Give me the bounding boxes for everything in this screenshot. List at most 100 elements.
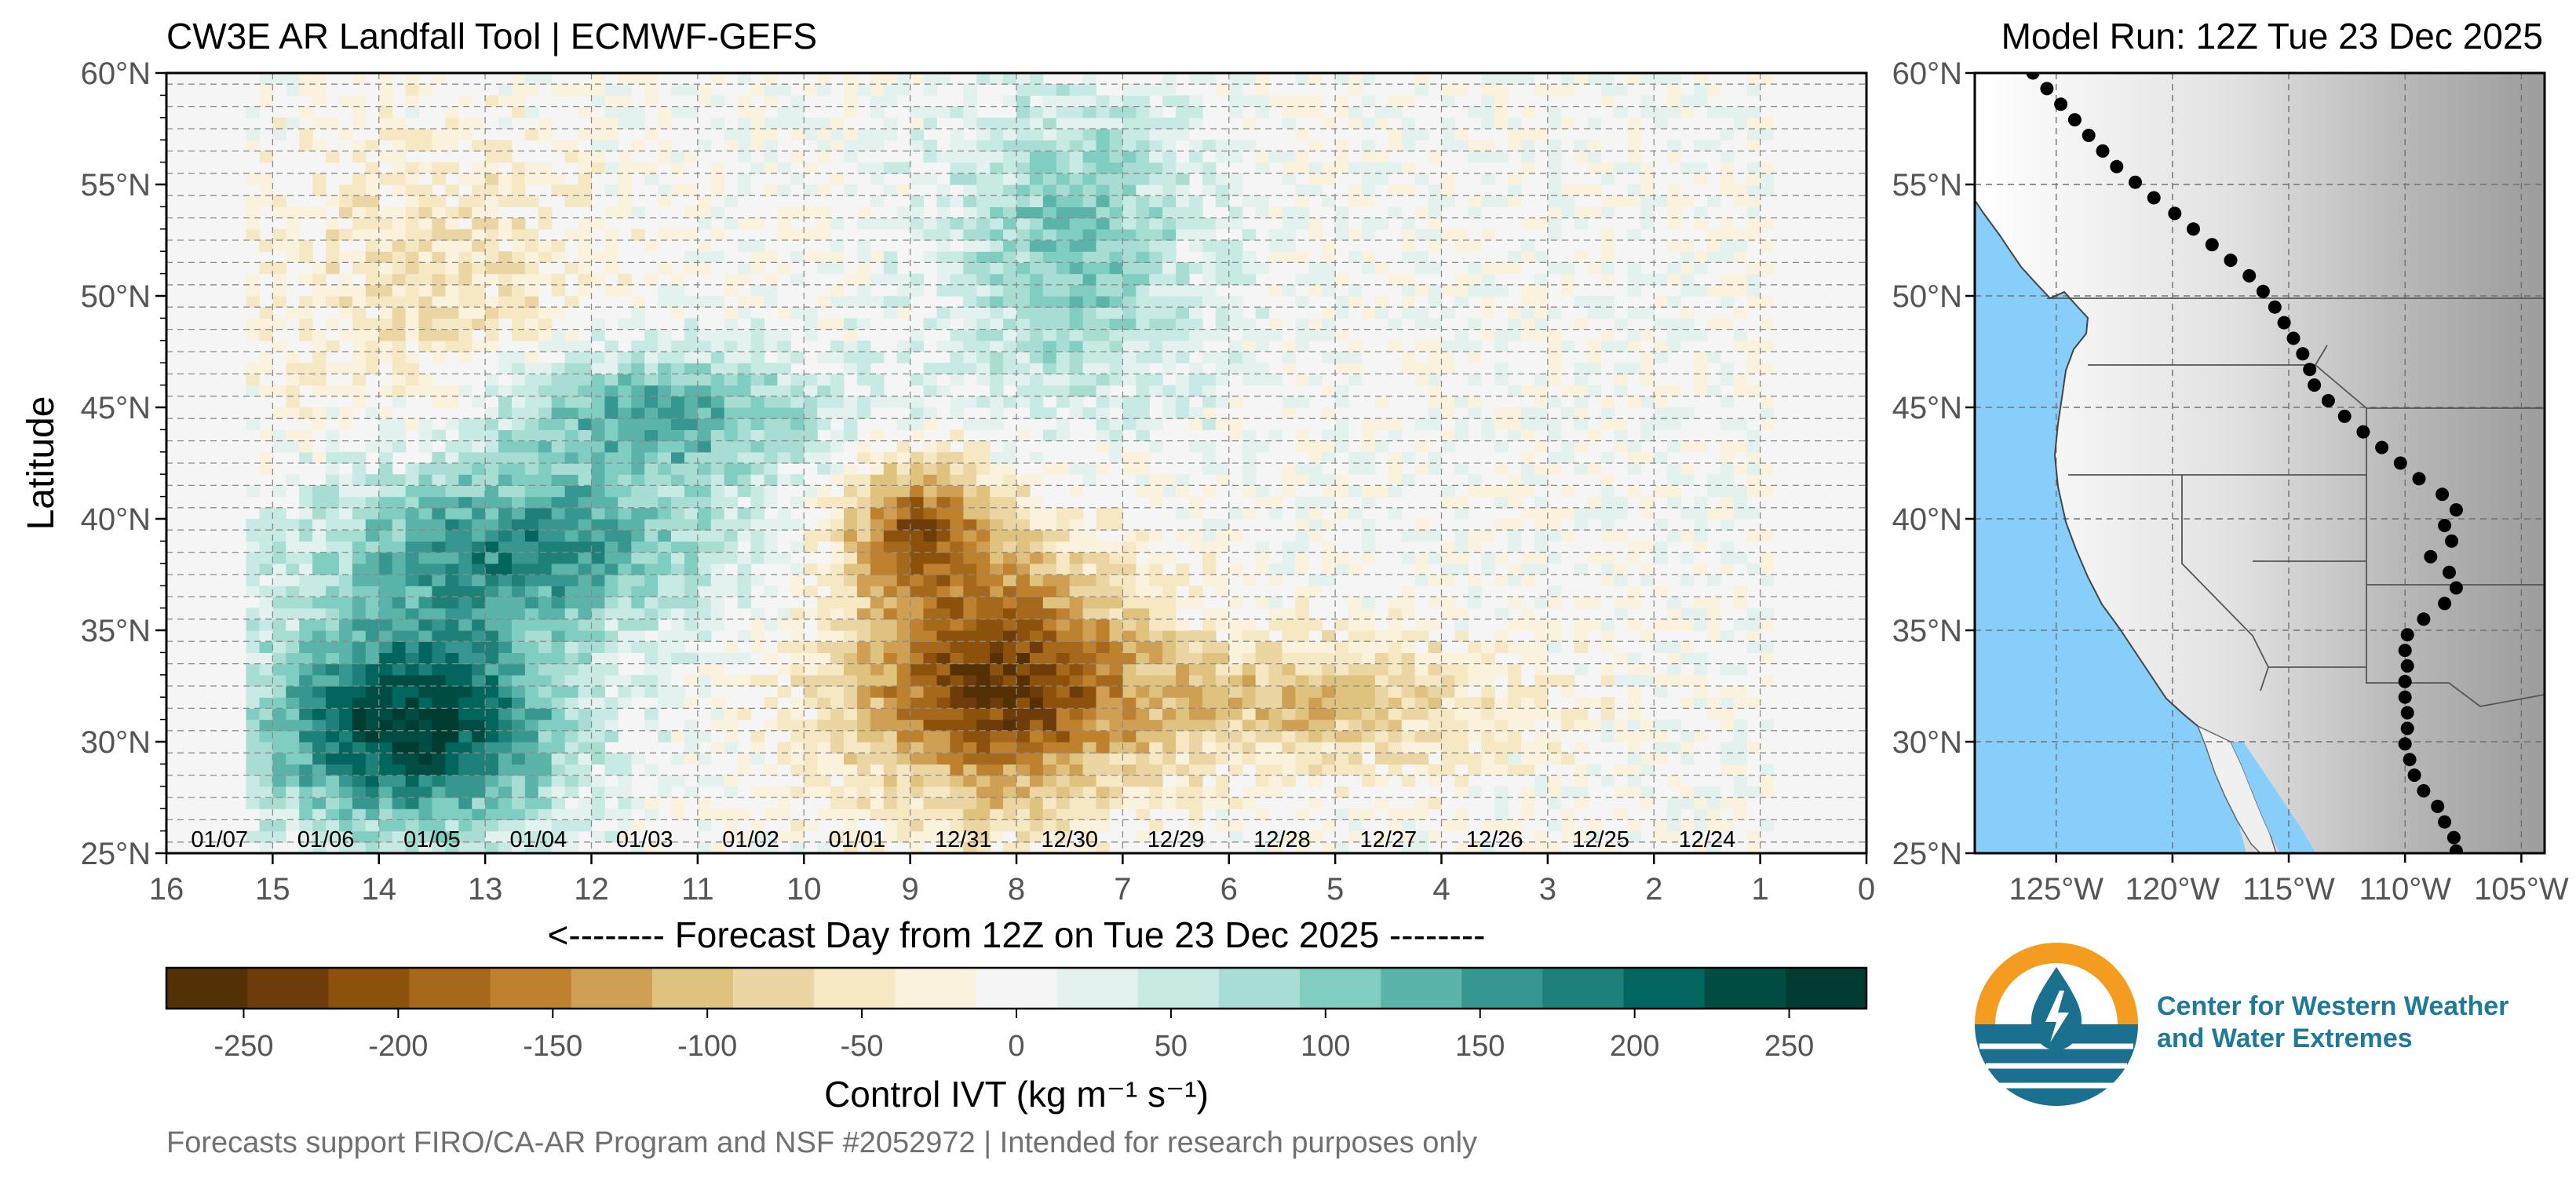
- heatmap-cell: [1202, 228, 1217, 241]
- heatmap-cell: [1322, 708, 1336, 721]
- heatmap-cell: [671, 429, 685, 442]
- heatmap-cell: [1534, 307, 1549, 319]
- heatmap-cell: [883, 474, 898, 486]
- heatmap-cell: [365, 797, 380, 809]
- heatmap-cell: [936, 340, 950, 352]
- heatmap-cell: [618, 396, 632, 408]
- heatmap-cell: [339, 228, 353, 241]
- heatmap-cell: [1508, 140, 1522, 151]
- heatmap-cell: [1189, 117, 1203, 130]
- heatmap-cell: [405, 95, 420, 108]
- heatmap-cell: [1149, 318, 1163, 330]
- heatmap-cell: [1242, 352, 1257, 363]
- heatmap-cell: [1494, 808, 1509, 820]
- heatmap-cell: [844, 106, 858, 119]
- heatmap-cell: [551, 396, 566, 408]
- heatmap-cell: [896, 619, 911, 631]
- heatmap-cell: [950, 597, 964, 609]
- heatmap-cell: [1481, 95, 1495, 108]
- heatmap-cell: [724, 652, 739, 665]
- heatmap-cell: [804, 451, 818, 464]
- heatmap-cell: [1149, 440, 1163, 453]
- heatmap-cell: [644, 597, 659, 609]
- heatmap-cell: [1388, 597, 1403, 609]
- heatmap-cell: [1428, 418, 1443, 430]
- heatmap-cell: [1189, 73, 1203, 85]
- heatmap-cell: [472, 586, 486, 597]
- heatmap-cell: [604, 663, 618, 676]
- heatmap-cell: [405, 841, 420, 853]
- heatmap-cell: [604, 586, 618, 597]
- heatmap-cell: [1016, 374, 1031, 386]
- heatmap-cell: [1414, 753, 1429, 765]
- heatmap-cell: [737, 630, 752, 642]
- heatmap-cell: [1202, 385, 1217, 397]
- heatmap-cell: [1454, 530, 1469, 542]
- heatmap-cell: [392, 563, 407, 575]
- heatmap-cell: [1534, 519, 1549, 531]
- heatmap-cell: [551, 84, 566, 96]
- heatmap-cell: [445, 641, 459, 653]
- heatmap-cell: [724, 674, 739, 687]
- heatmap-cell: [1547, 451, 1562, 464]
- heatmap-cell: [299, 597, 313, 609]
- heatmap-cell: [896, 396, 911, 408]
- heatmap-cell: [352, 719, 367, 732]
- heatmap-cell: [631, 641, 645, 653]
- heatmap-cell: [1082, 719, 1097, 732]
- heatmap-cell: [445, 597, 459, 609]
- heatmap-cell: [710, 429, 725, 442]
- heatmap-cell: [1109, 329, 1123, 341]
- heatmap-cell: [392, 429, 407, 442]
- heatmap-cell: [804, 719, 818, 732]
- heatmap-cell: [1003, 251, 1017, 263]
- heatmap-cell: [1069, 195, 1084, 207]
- heatmap-cell: [750, 519, 765, 531]
- heatmap-cell: [299, 708, 313, 721]
- heatmap-cell: [830, 251, 845, 263]
- heatmap-cell: [564, 708, 579, 721]
- heatmap-cell: [1082, 117, 1097, 130]
- heatmap-cell: [1268, 841, 1283, 853]
- heatmap-cell: [365, 697, 380, 709]
- heatmap-cell: [817, 407, 831, 419]
- heatmap-cell: [830, 385, 845, 397]
- heatmap-cell: [299, 663, 313, 676]
- heatmap-cell: [1362, 619, 1376, 631]
- heatmap-cell: [405, 552, 420, 564]
- heatmap-cell: [1255, 541, 1270, 553]
- heatmap-cell: [472, 296, 486, 308]
- heatmap-cell: [671, 686, 685, 698]
- heatmap-cell: [551, 808, 566, 820]
- heatmap-cell: [445, 708, 459, 721]
- heatmap-cell: [1176, 575, 1190, 586]
- heatmap-cell: [777, 797, 791, 809]
- heatmap-cell: [631, 117, 645, 130]
- heatmap-cell: [950, 363, 964, 374]
- heatmap-cell: [498, 463, 513, 475]
- heatmap-cell: [512, 507, 526, 520]
- heatmap-cell: [591, 541, 605, 553]
- heatmap-cell: [777, 608, 791, 620]
- heatmap-cell: [1521, 686, 1535, 698]
- heatmap-cell: [1029, 563, 1044, 575]
- heatmap-cell: [1056, 786, 1071, 798]
- heatmap-cell: [418, 674, 432, 687]
- heatmap-cell: [1215, 474, 1230, 486]
- heatmap-cell: [1282, 206, 1296, 219]
- heatmap-cell: [936, 786, 950, 798]
- heatmap-cell: [671, 284, 685, 297]
- heatmap-cell: [485, 463, 499, 475]
- heatmap-cell: [671, 162, 685, 174]
- heatmap-cell: [1056, 396, 1071, 408]
- heatmap-cell: [405, 73, 420, 85]
- heatmap-cell: [1454, 619, 1469, 631]
- heatmap-cell: [1056, 385, 1071, 397]
- heatmap-cell: [1481, 307, 1495, 319]
- heatmap-cell: [299, 329, 313, 341]
- heatmap-cell: [777, 352, 791, 363]
- heatmap-cell: [1176, 173, 1190, 185]
- heatmap-cell: [1228, 352, 1243, 363]
- heatmap-cell: [339, 753, 353, 765]
- heatmap-cell: [326, 608, 340, 620]
